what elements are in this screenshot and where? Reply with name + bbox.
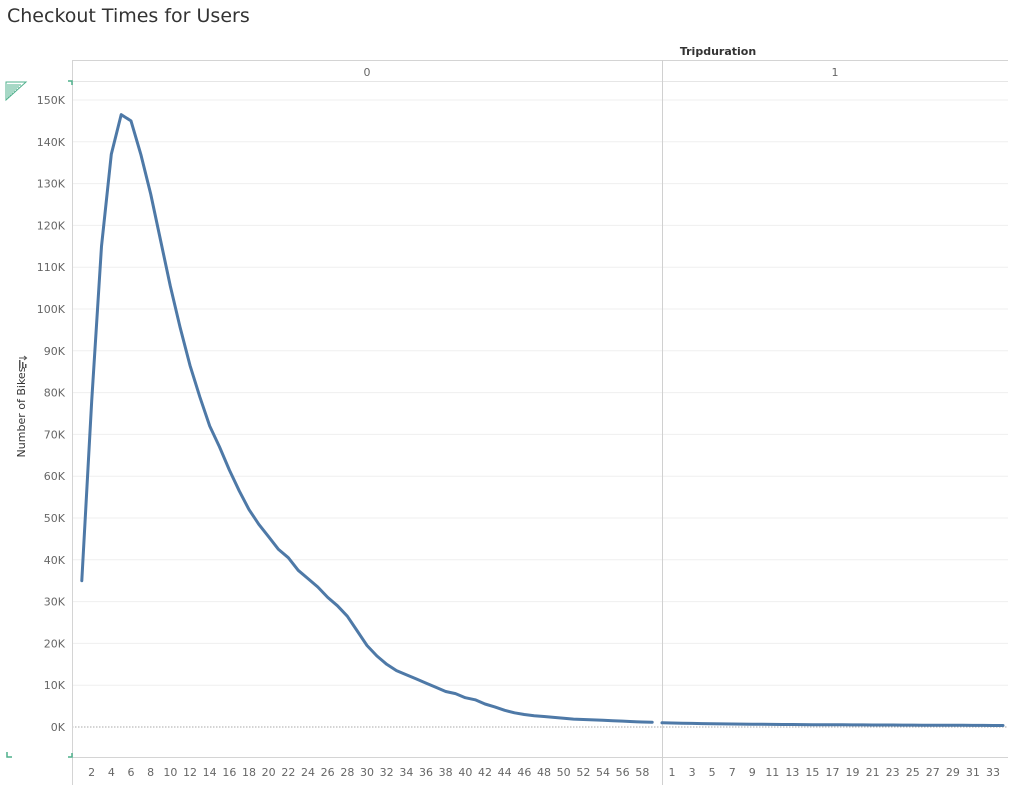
x-tick-label: 44 <box>498 766 512 779</box>
x-tick-label: 22 <box>281 766 295 779</box>
x-tick-label: 40 <box>458 766 472 779</box>
x-tick-label: 8 <box>147 766 154 779</box>
series-line-pane-0[interactable] <box>80 113 654 724</box>
selection-corner-top <box>68 80 73 85</box>
y-tick-label: 80K <box>44 387 66 400</box>
y-tick-label: 40K <box>44 554 66 567</box>
x-tick-label: 42 <box>478 766 492 779</box>
y-tick-label: 120K <box>37 219 66 232</box>
x-tick-label: 48 <box>537 766 551 779</box>
column-header-1: 1 <box>832 66 839 79</box>
x-tick-label: 23 <box>886 766 900 779</box>
x-tick-label: 32 <box>380 766 394 779</box>
y-axis-label: Number of Bikes <box>15 366 28 457</box>
x-tick-label: 58 <box>635 766 649 779</box>
y-tick-label: 100K <box>37 303 66 316</box>
x-tick-label: 31 <box>966 766 980 779</box>
x-axis: 2 4 6 8 10 12 14 16 18 20 22 24 26 28 30 32 34 36 38 40 42 44… <box>88 766 1000 779</box>
x-tick-label: 1 <box>669 766 676 779</box>
y-tick-label: 70K <box>44 428 66 441</box>
column-header-0: 0 <box>364 66 371 79</box>
selection-corner-bottom-left <box>6 752 12 758</box>
x-tick-label: 36 <box>419 766 433 779</box>
x-tick-label: 21 <box>866 766 880 779</box>
gridlines <box>72 99 1008 728</box>
x-tick-label: 2 <box>88 766 95 779</box>
x-tick-label: 15 <box>805 766 819 779</box>
y-tick-label: 50K <box>44 512 66 525</box>
y-tick-label: 0K <box>51 721 66 734</box>
y-tick-label: 150K <box>37 94 66 107</box>
page-title: Checkout Times for Users <box>7 5 250 27</box>
y-tick-label: 110K <box>37 261 66 274</box>
y-tick-label: 10K <box>44 679 66 692</box>
x-tick-label: 50 <box>557 766 571 779</box>
chart-frame <box>72 60 1008 785</box>
x-tick-label: 14 <box>203 766 217 779</box>
selection-corner-top-left <box>5 81 28 102</box>
x-tick-label: 7 <box>729 766 736 779</box>
x-tick-label: 54 <box>596 766 610 779</box>
x-tick-label: 19 <box>846 766 860 779</box>
sort-icon[interactable] <box>19 355 28 368</box>
x-tick-label: 6 <box>128 766 135 779</box>
x-tick-label: 52 <box>576 766 590 779</box>
y-axis: 0K 10K 20K 30K 40K 50K 60K 70K 80K 90K 100K 110K 120… <box>37 94 66 734</box>
x-tick-label: 13 <box>785 766 799 779</box>
x-tick-label: 11 <box>765 766 779 779</box>
x-tick-label: 46 <box>517 766 531 779</box>
x-tick-label: 12 <box>183 766 197 779</box>
series-line-pane-1[interactable] <box>660 721 1005 727</box>
x-tick-label: 30 <box>360 766 374 779</box>
x-tick-label: 25 <box>906 766 920 779</box>
x-tick-label: 34 <box>399 766 413 779</box>
x-tick-label: 26 <box>321 766 335 779</box>
x-tick-label: 38 <box>439 766 453 779</box>
x-tick-label: 17 <box>825 766 839 779</box>
y-tick-label: 60K <box>44 470 66 483</box>
series-lines[interactable] <box>80 113 1005 727</box>
column-field-title: Tripduration <box>680 45 756 58</box>
y-tick-label: 20K <box>44 637 66 650</box>
x-tick-label: 33 <box>986 766 1000 779</box>
y-tick-label: 130K <box>37 178 66 191</box>
y-tick-label: 140K <box>37 136 66 149</box>
selection-corner-bottom <box>68 753 73 758</box>
x-tick-label: 28 <box>340 766 354 779</box>
x-tick-label: 4 <box>108 766 115 779</box>
x-tick-label: 18 <box>242 766 256 779</box>
x-tick-label: 16 <box>222 766 236 779</box>
y-tick-label: 90K <box>44 345 66 358</box>
x-tick-label: 27 <box>926 766 940 779</box>
x-tick-label: 10 <box>163 766 177 779</box>
x-tick-label: 56 <box>616 766 630 779</box>
y-tick-label: 30K <box>44 596 66 609</box>
x-tick-label: 29 <box>946 766 960 779</box>
x-tick-label: 5 <box>709 766 716 779</box>
x-tick-label: 24 <box>301 766 315 779</box>
x-tick-label: 3 <box>689 766 696 779</box>
x-tick-label: 20 <box>262 766 276 779</box>
x-tick-label: 9 <box>749 766 756 779</box>
